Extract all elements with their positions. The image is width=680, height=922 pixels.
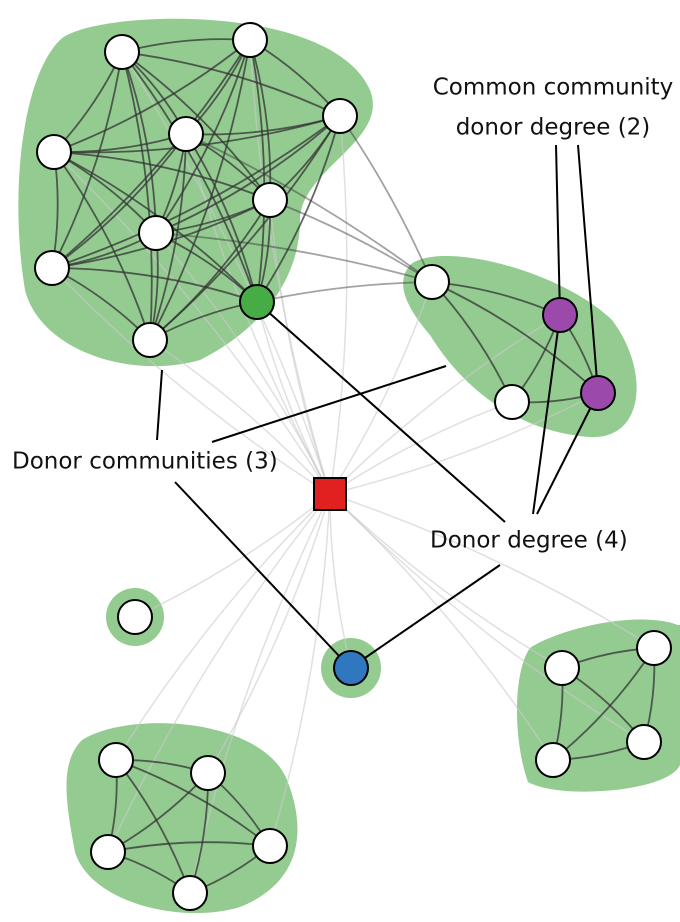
community-blob bbox=[403, 256, 637, 438]
node bbox=[104, 34, 140, 70]
light-edge bbox=[329, 392, 599, 495]
annotation-line bbox=[577, 144, 599, 394]
annotation-line bbox=[256, 301, 506, 523]
edge bbox=[149, 199, 271, 341]
light-edge bbox=[115, 493, 331, 761]
node bbox=[117, 599, 153, 635]
edge bbox=[51, 267, 258, 303]
edge bbox=[107, 841, 271, 853]
light-edge bbox=[329, 115, 348, 495]
light-edge bbox=[329, 493, 554, 761]
annotation-line bbox=[532, 314, 561, 515]
node bbox=[544, 650, 580, 686]
light-edge bbox=[329, 314, 561, 495]
node bbox=[252, 182, 288, 218]
light-edge bbox=[51, 267, 331, 495]
edge bbox=[51, 115, 341, 269]
node bbox=[168, 116, 204, 152]
node bbox=[322, 98, 358, 134]
edge bbox=[53, 39, 251, 153]
light-edge bbox=[256, 301, 331, 495]
edge bbox=[431, 281, 599, 394]
light-edge bbox=[269, 493, 331, 847]
light-edge bbox=[53, 151, 331, 495]
node bbox=[252, 828, 288, 864]
node bbox=[232, 22, 268, 58]
edge bbox=[51, 133, 187, 269]
edge bbox=[155, 39, 251, 234]
annotation-lines bbox=[156, 144, 599, 661]
node bbox=[494, 384, 530, 420]
annotation-line bbox=[555, 144, 561, 316]
node bbox=[36, 134, 72, 170]
light-edge bbox=[149, 339, 331, 495]
light-edge bbox=[134, 493, 331, 618]
edge bbox=[149, 39, 251, 341]
edge bbox=[155, 232, 433, 283]
annotation-label: Common community bbox=[433, 75, 674, 101]
light-edge bbox=[269, 199, 331, 495]
edge bbox=[185, 133, 258, 303]
light-edge bbox=[329, 493, 655, 649]
node bbox=[414, 264, 450, 300]
edge bbox=[121, 51, 341, 117]
light-edge bbox=[155, 232, 331, 495]
node bbox=[626, 724, 662, 760]
edge bbox=[115, 759, 271, 847]
node bbox=[535, 742, 571, 778]
edge bbox=[185, 133, 433, 283]
edge bbox=[121, 51, 153, 341]
node bbox=[636, 630, 672, 666]
annotation-label: Donor degree (4) bbox=[430, 528, 628, 554]
light-edge bbox=[329, 281, 433, 495]
community-blob bbox=[18, 18, 373, 367]
edge bbox=[121, 51, 271, 201]
annotation-line bbox=[174, 481, 341, 658]
node bbox=[138, 215, 174, 251]
edge bbox=[121, 51, 157, 234]
edge bbox=[339, 115, 433, 283]
node bbox=[542, 297, 578, 333]
target-node bbox=[313, 477, 347, 511]
node bbox=[98, 742, 134, 778]
annotation-line bbox=[361, 564, 501, 661]
node bbox=[580, 375, 616, 411]
node bbox=[172, 875, 208, 911]
node bbox=[239, 284, 275, 320]
node bbox=[90, 834, 126, 870]
edge bbox=[249, 39, 272, 201]
edge bbox=[51, 39, 251, 269]
edge bbox=[53, 151, 271, 201]
edge bbox=[269, 199, 433, 283]
annotation-line bbox=[156, 369, 163, 441]
edge bbox=[53, 151, 151, 341]
annotation-label: donor degree (2) bbox=[456, 115, 651, 141]
light-edge bbox=[107, 493, 331, 853]
annotation-line bbox=[536, 392, 599, 515]
nodes bbox=[34, 22, 672, 911]
edge bbox=[256, 281, 433, 303]
light-edge bbox=[207, 493, 331, 774]
node bbox=[190, 755, 226, 791]
edge bbox=[249, 39, 266, 303]
light-edge bbox=[329, 401, 513, 495]
light-edge bbox=[329, 493, 352, 669]
node bbox=[34, 250, 70, 286]
node bbox=[132, 322, 168, 358]
node bbox=[333, 650, 369, 686]
edge bbox=[121, 51, 258, 303]
annotation-line bbox=[211, 365, 447, 443]
annotation-label: Donor communities (3) bbox=[12, 449, 278, 475]
edge bbox=[256, 115, 341, 303]
light-edge bbox=[121, 51, 331, 495]
edge bbox=[51, 51, 123, 269]
